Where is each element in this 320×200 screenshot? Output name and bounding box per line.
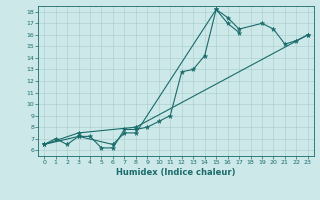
X-axis label: Humidex (Indice chaleur): Humidex (Indice chaleur) (116, 168, 236, 177)
